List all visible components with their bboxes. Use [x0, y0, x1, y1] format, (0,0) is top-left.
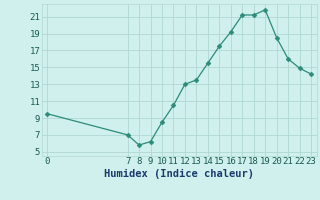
X-axis label: Humidex (Indice chaleur): Humidex (Indice chaleur): [104, 169, 254, 179]
